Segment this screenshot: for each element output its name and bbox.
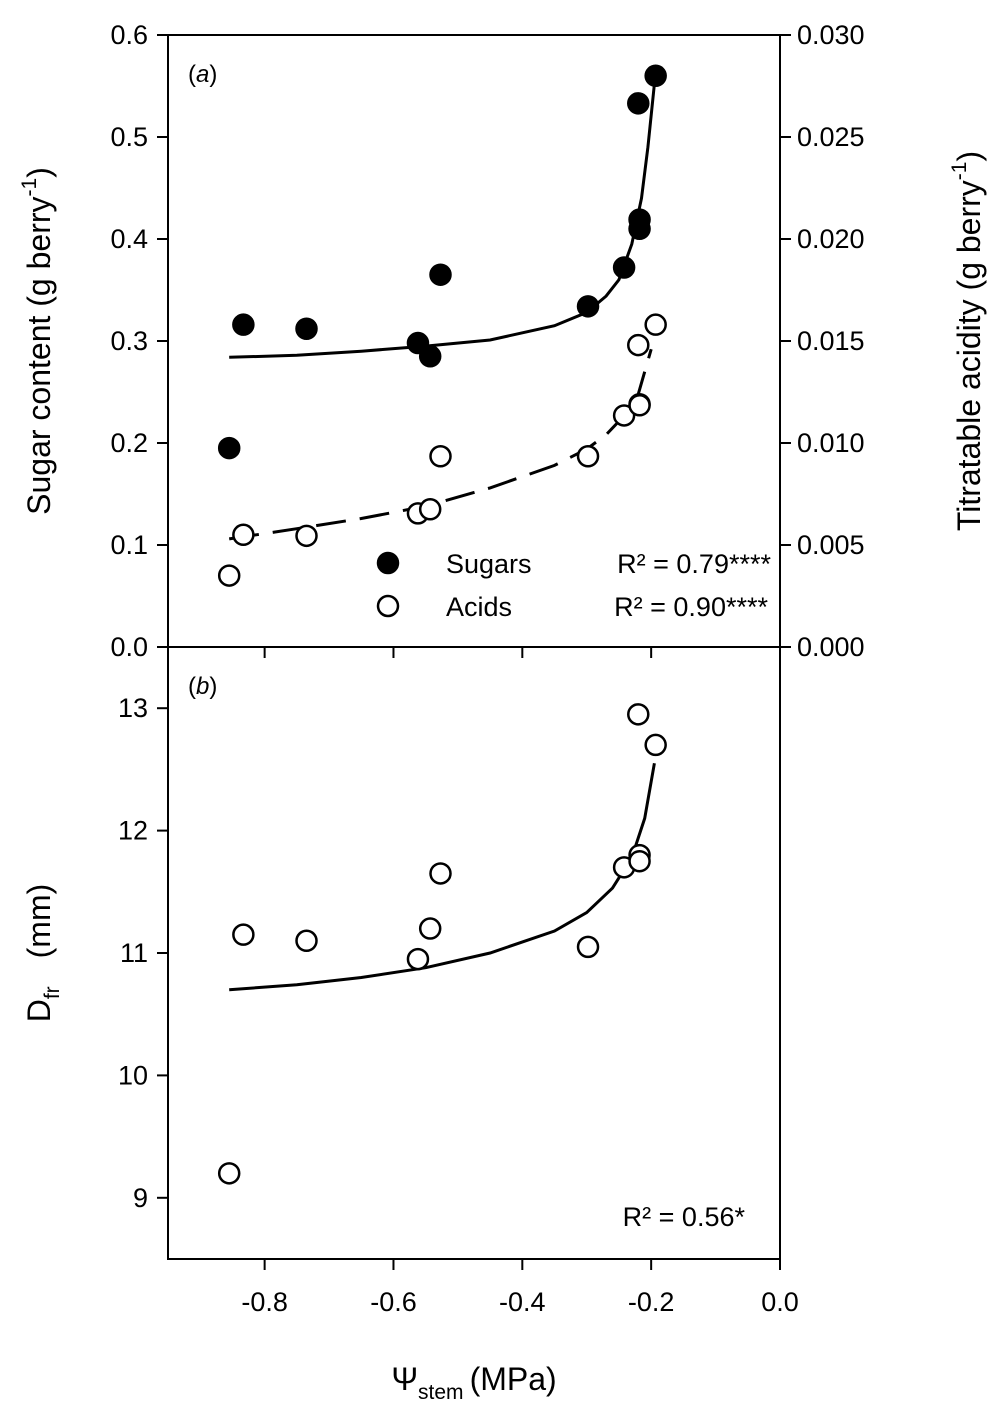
legend: Sugars R² = 0.79**** Acids R² = 0.90**** [376, 549, 771, 622]
legend-sugars-label: Sugars [446, 549, 532, 579]
y-left-tick-label: 0.2 [110, 428, 148, 458]
x-tick-label: -0.8 [241, 1287, 288, 1317]
diameter-point [232, 923, 255, 946]
panel-b-label: (b) [188, 673, 217, 700]
sugars-point [627, 92, 650, 115]
y-left-tick-label: 0.1 [110, 530, 148, 560]
panel-a-label: (a) [188, 61, 217, 88]
y-right-tick-label: 0.030 [797, 20, 865, 50]
acids-point [627, 333, 650, 357]
panel-b: 9 10 11 12 13 -0.8 -0.6 -0.4 -0.2 0.0 (b) Dfr(mm… [21, 646, 799, 1317]
panel-b-x-axis: -0.8 -0.6 -0.4 -0.2 0.0 [241, 1259, 799, 1317]
legend-acids-label: Acids [446, 592, 512, 622]
x-tick-label: -0.4 [499, 1287, 546, 1317]
y-right-tick-label: 0.020 [797, 224, 865, 254]
panel-a: 0.00.10.20.30.40.50.6 0.0000.0050.0100.0… [18, 20, 987, 662]
y-left-tick-label: 0.3 [110, 326, 148, 356]
panel-b-points [217, 703, 667, 1185]
x-tick-label: -0.6 [370, 1287, 417, 1317]
panel-a-left-ylabel: Sugar content (g berry-1) [18, 167, 57, 515]
y-tick-label-b: 12 [118, 816, 148, 846]
y-right-tick-label: 0.000 [797, 632, 865, 662]
acids-point [612, 404, 636, 427]
acids-point [429, 445, 452, 468]
panel-b-ylabel: Dfr(mm) [21, 884, 64, 1023]
sugars-point [232, 313, 255, 336]
sugars-point [418, 345, 442, 368]
panel-a-left-axis: 0.0 0.1 0.2 0.3 0.4 0.5 0.6 [110, 20, 168, 662]
sugars-point [295, 317, 318, 341]
panel-b-frame [167, 646, 781, 1260]
y-right-tick-label: 0.010 [797, 428, 865, 458]
sugars-point [612, 256, 636, 279]
y-tick-label-b: 10 [118, 1060, 148, 1090]
panel-b-left-axis: 9 10 11 12 13 [118, 693, 168, 1213]
y-left-tick-label: 0.0 [110, 632, 148, 662]
acids-point [644, 313, 667, 336]
y-left-tick-label: 0.4 [110, 224, 148, 254]
acids-point [232, 523, 255, 547]
diameter-point [644, 733, 667, 757]
acids-point [418, 498, 442, 521]
y-left-tick-label: 0.5 [110, 122, 148, 152]
diameter-point [418, 917, 442, 940]
sugars-point [429, 263, 452, 286]
acids-point [295, 524, 318, 548]
sugars-point [217, 436, 241, 460]
panel-a-right-axis: 0.000 0.005 0.010 0.015 0.020 0.025 0.030 [780, 20, 865, 662]
acids-point [576, 445, 600, 468]
panel-a-points [217, 64, 667, 587]
acids-fit-line [228, 348, 653, 541]
diameter-point [406, 947, 430, 971]
sugars-point [628, 217, 651, 241]
legend-acids-marker [376, 594, 400, 618]
panel-a-bottom-ticks [263, 647, 781, 658]
y-right-tick-label: 0.005 [797, 530, 865, 560]
y-left-tick-label: 0.6 [110, 20, 148, 50]
y-tick-label-b: 13 [118, 693, 148, 723]
acids-point [628, 394, 651, 417]
diameter-point [627, 703, 650, 726]
diameter-point [429, 862, 452, 885]
y-right-tick-label: 0.025 [797, 122, 865, 152]
panel-b-stat: R² = 0.56* [623, 1202, 746, 1232]
sugars-point [576, 295, 600, 318]
y-tick-label-b: 11 [120, 938, 148, 968]
x-tick-label: -0.2 [628, 1287, 675, 1317]
diameter-point [295, 929, 318, 953]
acids-point [217, 564, 241, 587]
legend-sugars-stat: R² = 0.79**** [617, 549, 771, 579]
y-tick-label-b: 9 [133, 1183, 148, 1213]
diameter-point [217, 1162, 241, 1185]
panel-a-right-ylabel: Titratable acidity (g berry-1) [948, 151, 987, 531]
sugars-point [644, 64, 667, 88]
x-axis-title: Ψstem (MPa) [391, 1361, 556, 1401]
legend-acids-stat: R² = 0.90**** [614, 592, 768, 622]
diameter-point [628, 849, 651, 873]
diameter-point [576, 935, 600, 959]
y-right-tick-label: 0.015 [797, 326, 865, 356]
legend-sugars-marker [376, 551, 400, 575]
x-tick-label: 0.0 [761, 1287, 799, 1317]
